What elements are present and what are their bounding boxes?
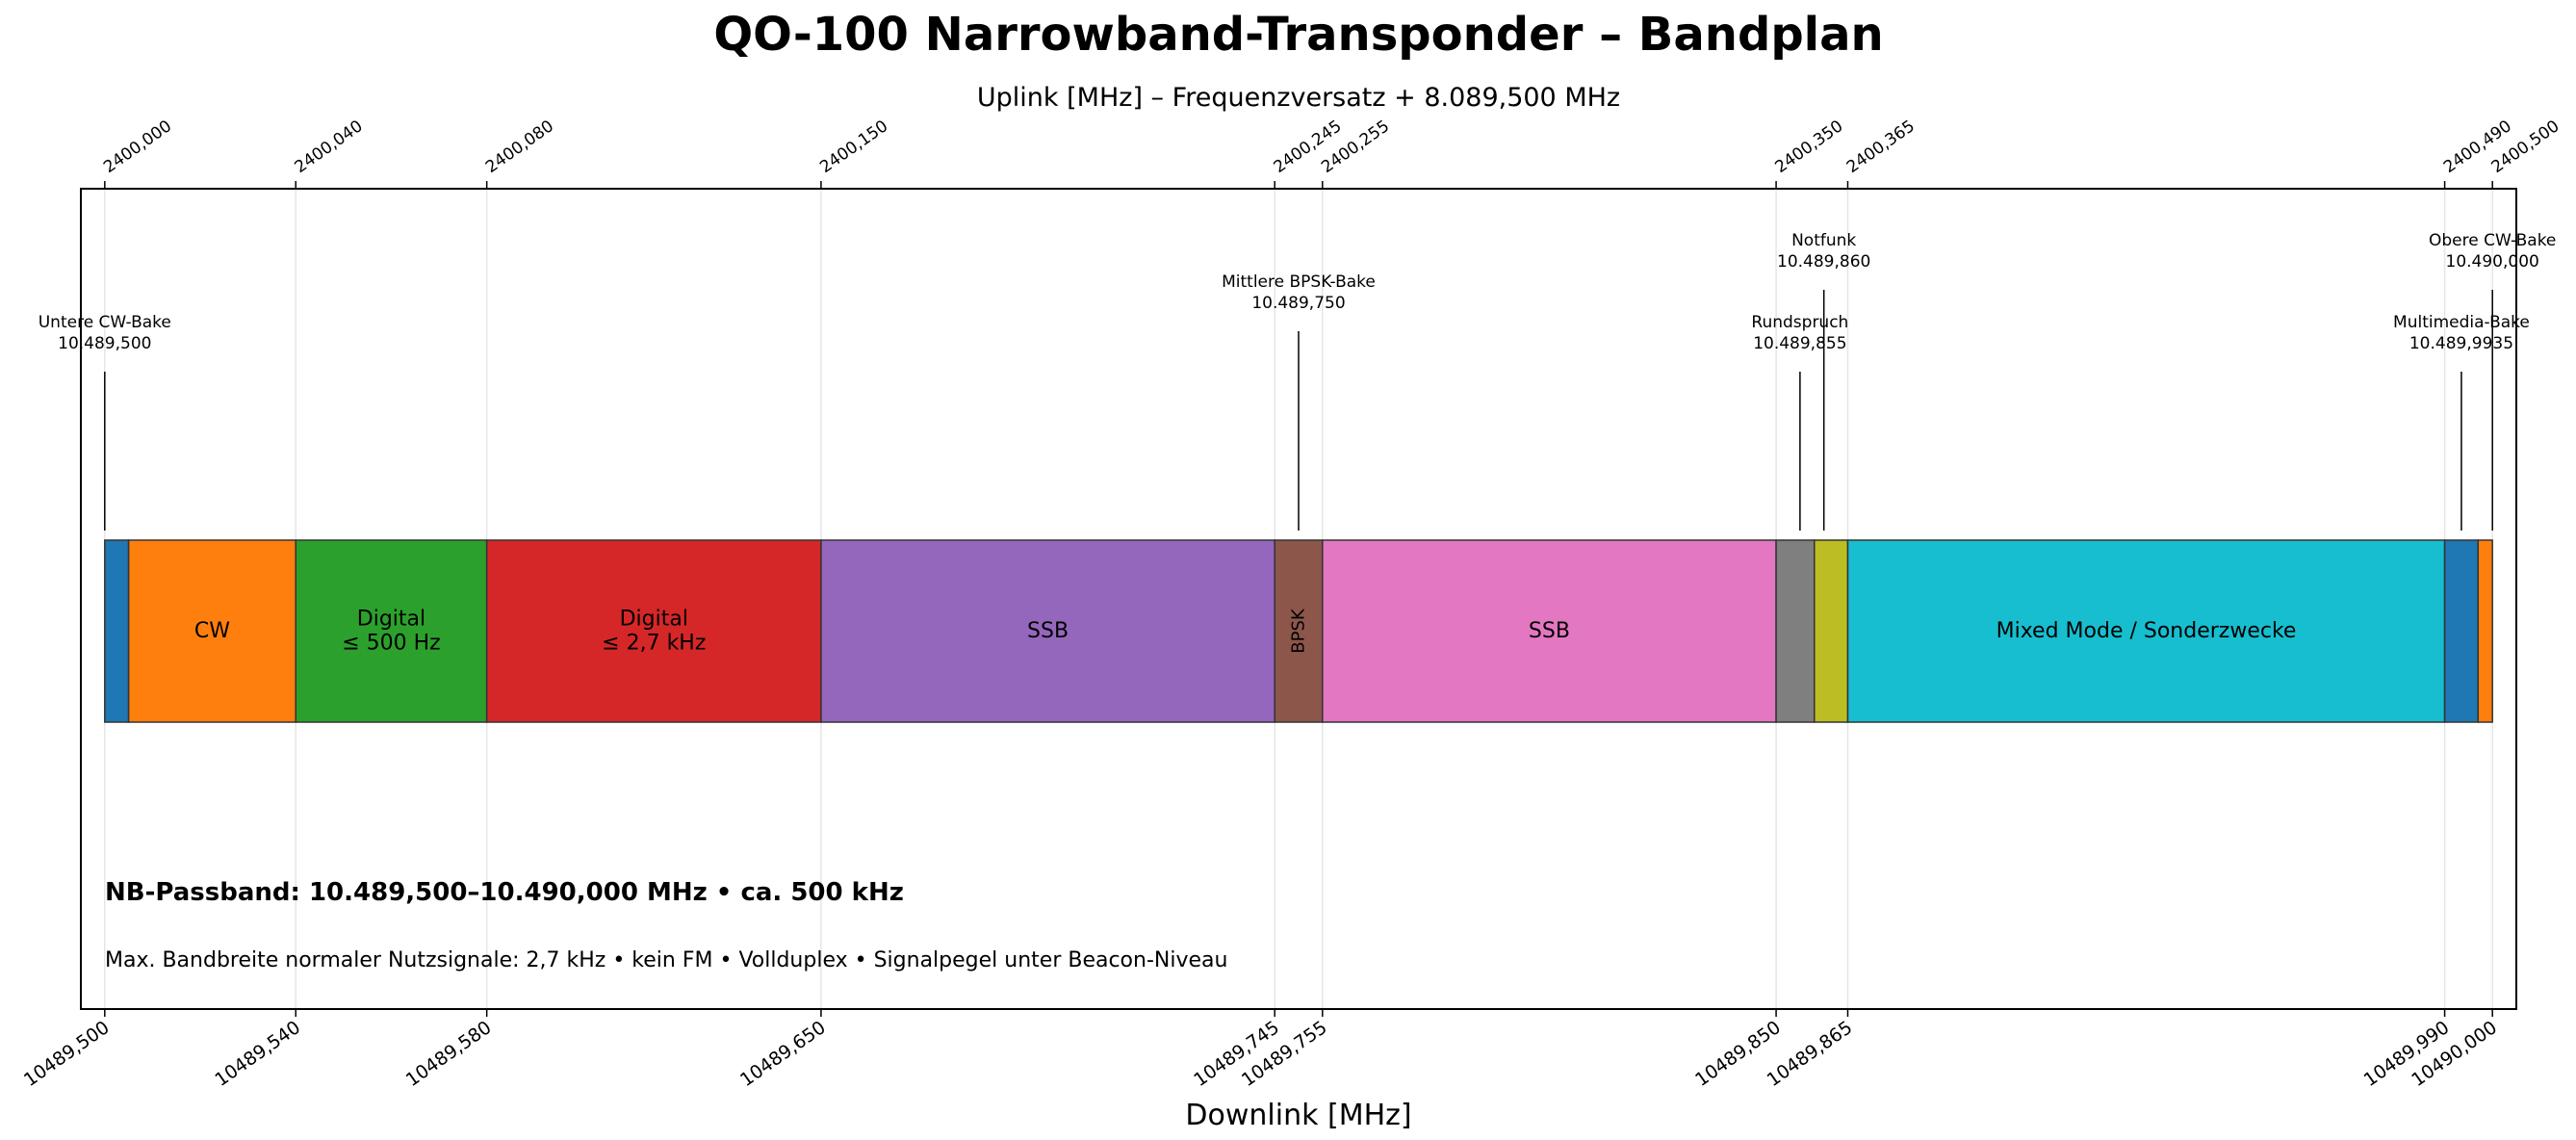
notes-annotation: Max. Bandbreite normaler Nutzsignale: 2,… (105, 948, 1227, 972)
band-segment (1814, 539, 1849, 723)
band-segment (1846, 539, 2446, 723)
chart-subtitle: Uplink [MHz] – Frequenzversatz + 8.089,5… (977, 83, 1620, 113)
segment-label: BPSK (1289, 608, 1309, 654)
marker-label: Notfunk 10.489,860 (1777, 231, 1870, 272)
bottom-tick-label: 10489,500 (20, 1017, 114, 1091)
plot-frame (80, 188, 2517, 1010)
band-segment (127, 539, 296, 723)
bottom-tick-label: 10489,580 (402, 1017, 496, 1091)
bottom-tick-label: 10489,540 (211, 1017, 304, 1091)
chart-title: QO-100 Narrowband-Transponder – Bandplan (713, 8, 1883, 62)
band-segment (295, 539, 488, 723)
marker-label: Rundspruch 10.489,855 (1751, 313, 1848, 353)
band-segment (1274, 539, 1324, 723)
marker-label: Mittlere BPSK-Bake 10.489,750 (1222, 272, 1376, 313)
top-tick-label: 2400,080 (482, 117, 557, 177)
top-tick-label: 2400,350 (1771, 117, 1846, 177)
band-segment (1322, 539, 1777, 723)
band-segment (2477, 539, 2493, 723)
top-tick-label: 2400,365 (1843, 117, 1919, 177)
segment-label: Mixed Mode / Sonderzwecke (1996, 619, 2297, 643)
top-tick-label: 2400,150 (816, 117, 891, 177)
x-axis-label: Downlink [MHz] (1185, 1099, 1411, 1132)
band-segment (1775, 539, 1816, 723)
band-segment (2443, 539, 2480, 723)
segment-label: CW (194, 619, 230, 643)
band-segment (104, 539, 130, 723)
segment-label: Digital ≤ 500 Hz (342, 608, 441, 656)
segment-label: Digital ≤ 2,7 kHz (602, 608, 706, 656)
top-tick-label: 2400,040 (292, 117, 367, 177)
band-segment (820, 539, 1275, 723)
marker-label: Multimedia-Bake 10.489,9935 (2393, 313, 2530, 353)
bottom-tick-label: 10489,650 (736, 1017, 830, 1091)
band-segment (485, 539, 822, 723)
top-tick-label: 2400,000 (100, 117, 175, 177)
segment-label: SSB (1027, 619, 1069, 643)
passband-annotation: NB-Passband: 10.489,500–10.490,000 MHz •… (105, 878, 904, 907)
band-segments: CW Digital ≤ 500 Hz Digital ≤ 2,7 kHz SSB BPSK… (104, 539, 2493, 723)
segment-label: SSB (1529, 619, 1570, 643)
